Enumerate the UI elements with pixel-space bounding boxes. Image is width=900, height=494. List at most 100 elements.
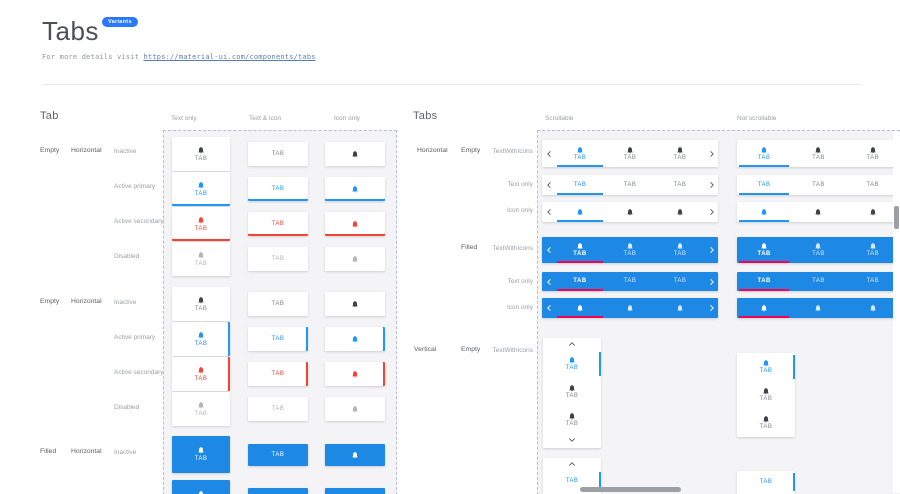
tab-item[interactable]: TAB xyxy=(605,237,655,263)
tab-item[interactable]: TAB xyxy=(791,237,845,263)
tab-item[interactable]: TAB xyxy=(655,272,705,291)
tab-item-active[interactable] xyxy=(737,202,791,222)
tab-item[interactable]: TAB xyxy=(605,140,655,167)
tab-item[interactable]: TAB xyxy=(543,378,601,406)
tab-text-icon-active-secondary[interactable]: TAB xyxy=(172,207,230,241)
tab-item[interactable] xyxy=(846,202,900,222)
tab-item[interactable]: TAB xyxy=(655,140,705,167)
tab-item[interactable]: TAB xyxy=(737,381,795,409)
tab-item[interactable] xyxy=(791,202,845,222)
tab-icon-active-secondary[interactable] xyxy=(325,212,385,236)
tab-item[interactable] xyxy=(846,298,900,318)
tab-item[interactable] xyxy=(655,298,705,318)
tab-item-active[interactable]: TAB xyxy=(737,175,791,195)
tab-filled-text[interactable]: TAB xyxy=(248,444,308,466)
tab-icon-active-secondary[interactable] xyxy=(325,362,385,386)
tab-filled-text-icon[interactable]: TAB xyxy=(172,480,230,494)
tab-item[interactable]: TAB xyxy=(655,237,705,263)
vertical-scrollbar-thumb[interactable] xyxy=(894,206,899,229)
tab-item[interactable] xyxy=(791,298,845,318)
chevron-right-icon[interactable] xyxy=(705,140,718,167)
tab-item-active[interactable]: TAB xyxy=(737,237,791,263)
chevron-up-icon[interactable] xyxy=(543,458,601,470)
tab-item[interactable]: TAB xyxy=(791,175,845,195)
tab-item-active[interactable]: TAB xyxy=(737,353,795,381)
chevron-left-icon[interactable] xyxy=(542,202,555,222)
chevron-left-icon[interactable] xyxy=(542,237,555,263)
chevron-down-icon[interactable] xyxy=(543,434,601,446)
chevron-left-icon[interactable] xyxy=(542,140,555,167)
tab-text-icon-inactive[interactable]: TAB xyxy=(172,137,230,171)
tabs-bar-filled-scrollable-text-icons: TAB TAB TAB xyxy=(542,237,718,263)
tab-text-active-primary[interactable]: TAB xyxy=(248,327,308,351)
tab-item-active[interactable]: TAB xyxy=(555,272,605,291)
group-variant-label: Empty xyxy=(40,147,60,154)
tab-icon-inactive[interactable] xyxy=(325,292,385,316)
tab-text-disabled[interactable]: TAB xyxy=(248,397,308,421)
tab-item[interactable]: TAB xyxy=(737,409,795,437)
tab-item-active[interactable]: TAB xyxy=(555,237,605,263)
tab-item[interactable]: TAB xyxy=(655,175,705,195)
tab-icon-active-primary[interactable] xyxy=(325,177,385,201)
tab-item[interactable]: TAB xyxy=(791,140,845,167)
tab-text-active-secondary[interactable]: TAB xyxy=(248,362,308,386)
chevron-up-icon[interactable] xyxy=(543,338,601,350)
tab-item[interactable]: TAB xyxy=(846,175,900,195)
tab-item[interactable]: TAB xyxy=(846,237,900,263)
tab-item[interactable]: TAB xyxy=(791,272,845,291)
tab-filled-icon[interactable] xyxy=(325,488,385,494)
tab-filled-text[interactable]: TAB xyxy=(248,488,308,494)
tab-text-icon-active-primary[interactable]: TAB xyxy=(172,172,230,206)
tab-item[interactable] xyxy=(605,202,655,222)
chevron-right-icon[interactable] xyxy=(705,272,718,291)
chevron-right-icon[interactable] xyxy=(705,237,718,263)
bell-icon xyxy=(869,304,877,312)
tab-item[interactable]: TAB xyxy=(605,175,655,195)
tab-text-icon-disabled[interactable]: TAB xyxy=(172,242,230,276)
left-column-header-icon-only: Icon only xyxy=(334,115,361,122)
chevron-left-icon[interactable] xyxy=(542,272,555,291)
tab-item-active[interactable]: TAB xyxy=(737,140,791,167)
tab-item[interactable] xyxy=(655,202,705,222)
chevron-right-icon[interactable] xyxy=(705,202,718,222)
tab-icon-disabled[interactable] xyxy=(325,397,385,421)
tab-item-active[interactable]: TAB xyxy=(543,470,601,492)
tab-filled-text-icon[interactable]: TAB xyxy=(172,436,230,473)
tab-filled-icon[interactable] xyxy=(325,444,385,466)
chevron-right-icon[interactable] xyxy=(705,175,718,195)
chevron-right-icon[interactable] xyxy=(705,298,718,318)
tab-item-active[interactable]: TAB xyxy=(737,471,795,493)
tab-icon-active-primary[interactable] xyxy=(325,327,385,351)
tab-text-icon-disabled[interactable]: TAB xyxy=(172,392,230,426)
tab-text-inactive[interactable]: TAB xyxy=(248,292,308,316)
tab-item[interactable]: TAB xyxy=(846,140,900,167)
tab-text-active-secondary[interactable]: TAB xyxy=(248,212,308,236)
tab-text-active-primary[interactable]: TAB xyxy=(248,177,308,201)
tab-text-disabled[interactable]: TAB xyxy=(248,247,308,271)
chevron-left-icon[interactable] xyxy=(542,298,555,318)
tab-label: TAB xyxy=(573,251,587,257)
tab-item-active[interactable] xyxy=(555,298,605,318)
state-label: Inactive xyxy=(114,449,137,456)
bell-icon xyxy=(568,384,576,392)
tab-item-active[interactable]: TAB xyxy=(543,350,601,378)
tab-item[interactable]: TAB xyxy=(846,272,900,291)
tab-icon-disabled[interactable] xyxy=(325,247,385,271)
tab-item-active[interactable]: TAB xyxy=(555,140,605,167)
horizontal-scrollbar-thumb[interactable] xyxy=(580,487,681,492)
chevron-left-icon[interactable] xyxy=(542,175,555,195)
tab-text-icon-active-secondary[interactable]: TAB xyxy=(172,357,230,391)
tab-text-inactive[interactable]: TAB xyxy=(248,142,308,166)
tab-text-icon-inactive[interactable]: TAB xyxy=(172,287,230,321)
tab-item[interactable]: TAB xyxy=(543,406,601,434)
tab-item[interactable]: TAB xyxy=(605,272,655,291)
tab-icon-inactive[interactable] xyxy=(325,142,385,166)
docs-link[interactable]: https://material-ui.com/components/tabs xyxy=(143,53,316,61)
tab-item-active[interactable]: TAB xyxy=(737,272,791,291)
tab-item-active[interactable] xyxy=(737,298,791,318)
tab-text-icon-active-primary[interactable]: TAB xyxy=(172,322,230,356)
tab-item-active[interactable] xyxy=(555,202,605,222)
tab-item-active[interactable]: TAB xyxy=(555,175,605,195)
tab-item[interactable] xyxy=(605,298,655,318)
tab-label: TAB xyxy=(623,154,637,161)
